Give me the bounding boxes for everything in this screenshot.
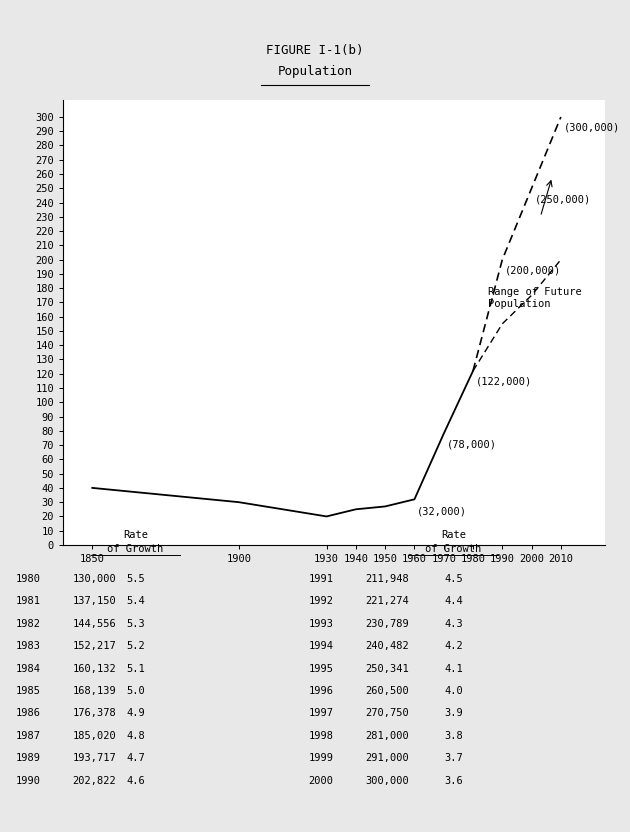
Text: 4.5: 4.5 xyxy=(444,573,463,584)
Text: 1991: 1991 xyxy=(309,573,334,584)
Text: 1999: 1999 xyxy=(309,753,334,764)
Text: 291,000: 291,000 xyxy=(365,753,409,764)
Text: 4.0: 4.0 xyxy=(444,686,463,696)
Text: Range of Future
Population: Range of Future Population xyxy=(488,287,581,309)
Text: 1995: 1995 xyxy=(309,663,334,674)
Text: 221,274: 221,274 xyxy=(365,596,409,607)
Text: 4.4: 4.4 xyxy=(444,596,463,607)
Text: 1983: 1983 xyxy=(16,641,41,651)
Text: 152,217: 152,217 xyxy=(72,641,116,651)
Text: 300,000: 300,000 xyxy=(365,775,409,786)
Text: 185,020: 185,020 xyxy=(72,730,116,741)
Text: 1993: 1993 xyxy=(309,618,334,629)
Text: Rate: Rate xyxy=(441,530,466,540)
Text: 4.2: 4.2 xyxy=(444,641,463,651)
Text: 3.6: 3.6 xyxy=(444,775,463,786)
Text: 1990: 1990 xyxy=(16,775,41,786)
Text: 270,750: 270,750 xyxy=(365,708,409,719)
Text: (32,000): (32,000) xyxy=(417,507,467,517)
Text: 1996: 1996 xyxy=(309,686,334,696)
Text: 4.9: 4.9 xyxy=(126,708,145,719)
Text: 1981: 1981 xyxy=(16,596,41,607)
Text: 160,132: 160,132 xyxy=(72,663,116,674)
Text: (250,000): (250,000) xyxy=(534,194,591,204)
Text: 250,341: 250,341 xyxy=(365,663,409,674)
Text: 5.4: 5.4 xyxy=(126,596,145,607)
Text: 1980: 1980 xyxy=(16,573,41,584)
Text: FIGURE I-1(b): FIGURE I-1(b) xyxy=(266,44,364,57)
Text: 1997: 1997 xyxy=(309,708,334,719)
Text: 5.5: 5.5 xyxy=(126,573,145,584)
Text: 130,000: 130,000 xyxy=(72,573,116,584)
Text: Rate: Rate xyxy=(123,530,148,540)
Text: 260,500: 260,500 xyxy=(365,686,409,696)
Text: 168,139: 168,139 xyxy=(72,686,116,696)
Text: 1998: 1998 xyxy=(309,730,334,741)
Text: 4.3: 4.3 xyxy=(444,618,463,629)
Text: 2000: 2000 xyxy=(309,775,334,786)
Text: (200,000): (200,000) xyxy=(505,265,561,275)
Text: (78,000): (78,000) xyxy=(447,439,496,449)
Text: 1984: 1984 xyxy=(16,663,41,674)
Text: 240,482: 240,482 xyxy=(365,641,409,651)
Text: (122,000): (122,000) xyxy=(476,377,532,387)
Text: 230,789: 230,789 xyxy=(365,618,409,629)
Text: 1982: 1982 xyxy=(16,618,41,629)
Text: 1994: 1994 xyxy=(309,641,334,651)
Text: 4.1: 4.1 xyxy=(444,663,463,674)
Text: 4.6: 4.6 xyxy=(126,775,145,786)
Text: 1992: 1992 xyxy=(309,596,334,607)
Text: of Growth: of Growth xyxy=(425,543,482,554)
Text: 5.3: 5.3 xyxy=(126,618,145,629)
Text: 5.0: 5.0 xyxy=(126,686,145,696)
Text: of Growth: of Growth xyxy=(107,543,164,554)
Text: 5.1: 5.1 xyxy=(126,663,145,674)
Text: 1989: 1989 xyxy=(16,753,41,764)
Text: 4.7: 4.7 xyxy=(126,753,145,764)
Text: 193,717: 193,717 xyxy=(72,753,116,764)
Text: 1985: 1985 xyxy=(16,686,41,696)
Text: 1987: 1987 xyxy=(16,730,41,741)
Text: 3.9: 3.9 xyxy=(444,708,463,719)
Text: 3.7: 3.7 xyxy=(444,753,463,764)
Text: 144,556: 144,556 xyxy=(72,618,116,629)
Text: Population: Population xyxy=(277,65,353,78)
Text: 176,378: 176,378 xyxy=(72,708,116,719)
Text: (300,000): (300,000) xyxy=(564,122,620,132)
Text: 3.8: 3.8 xyxy=(444,730,463,741)
Text: 4.8: 4.8 xyxy=(126,730,145,741)
Text: 281,000: 281,000 xyxy=(365,730,409,741)
Text: 137,150: 137,150 xyxy=(72,596,116,607)
Text: 211,948: 211,948 xyxy=(365,573,409,584)
Text: 1986: 1986 xyxy=(16,708,41,719)
Text: 202,822: 202,822 xyxy=(72,775,116,786)
Text: 5.2: 5.2 xyxy=(126,641,145,651)
